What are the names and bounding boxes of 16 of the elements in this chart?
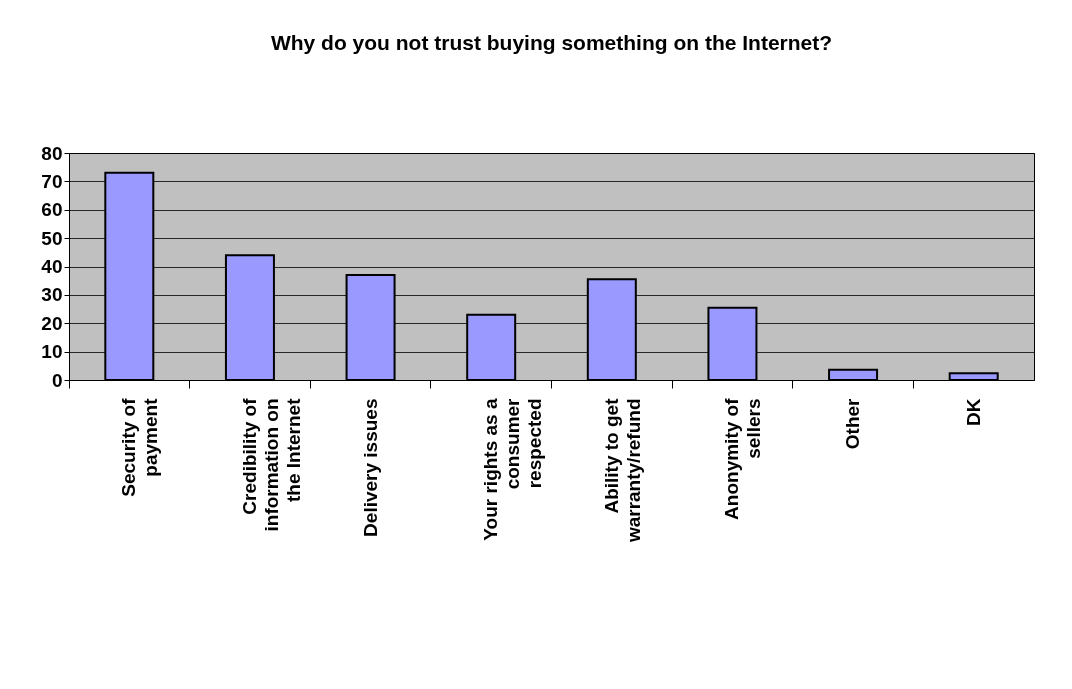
x-tick-label: Delivery issues [359,398,381,537]
x-tick-label: Your rights as a consumer respected [480,397,546,541]
y-tick-label: 60 [41,199,63,221]
y-tick-label: 50 [41,227,63,249]
y-tick-label: 70 [41,170,63,192]
y-tick-label: 40 [41,256,63,277]
x-tick-label: Other [842,397,864,450]
y-tick-label: 10 [41,341,63,363]
x-tick-label: Anonymity of sellers [721,397,765,520]
y-tick-label: 80 [41,142,63,164]
y-tick-label: 0 [51,369,63,391]
x-tick-label: Security of payment [118,397,162,497]
chart-title: Why do you not trust buying something on the Internet? [270,31,833,54]
y-tick-label: 30 [41,284,63,306]
x-tick-label: DK [962,398,984,426]
y-tick-label: 20 [41,312,63,334]
